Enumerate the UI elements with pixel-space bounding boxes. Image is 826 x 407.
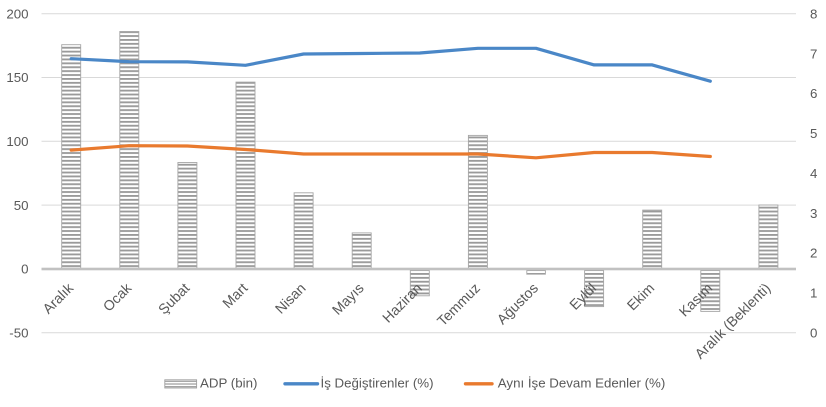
svg-text:-50: -50 [9,325,28,340]
svg-text:2: 2 [810,246,817,261]
svg-text:50: 50 [14,198,29,213]
svg-text:8: 8 [810,6,817,21]
svg-text:7: 7 [810,46,817,61]
svg-text:4: 4 [810,166,817,181]
svg-text:İş Değiştirenler (%): İş Değiştirenler (%) [321,376,434,391]
svg-text:Aynı İşe Devam Edenler (%): Aynı İşe Devam Edenler (%) [498,376,666,391]
svg-text:6: 6 [810,86,817,101]
svg-text:0: 0 [810,325,817,340]
svg-text:200: 200 [6,6,28,21]
svg-text:150: 150 [6,70,28,85]
svg-text:ADP (bin): ADP (bin) [200,376,257,391]
svg-text:100: 100 [6,134,28,149]
svg-text:5: 5 [810,126,817,141]
svg-text:1: 1 [810,286,817,301]
svg-text:0: 0 [21,262,28,277]
svg-text:3: 3 [810,206,817,221]
